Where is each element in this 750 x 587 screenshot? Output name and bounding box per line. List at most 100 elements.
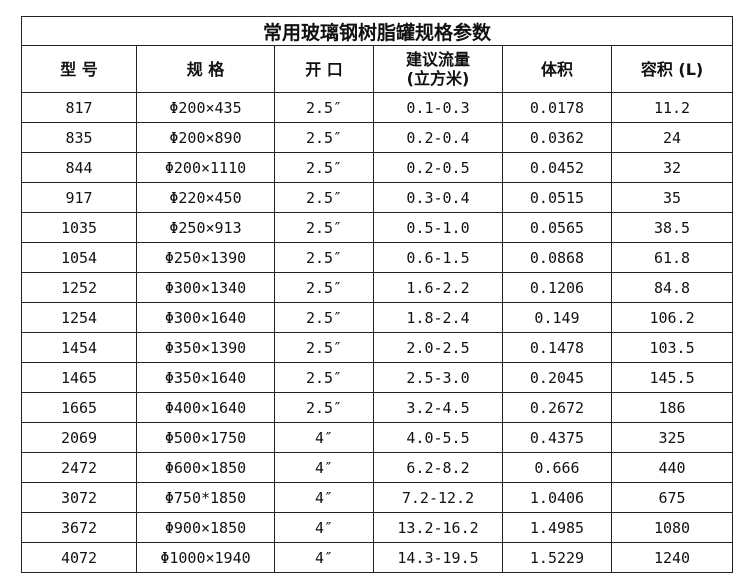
cell-volume: 0.666 [502,452,612,483]
cell-opening: 2.5″ [274,242,374,273]
cell-spec: Φ200×1110 [136,152,275,183]
cell-spec: Φ250×913 [136,212,275,243]
table-row: 1454 Φ350×1390 2.5″ 2.0-2.5 0.1478 103.5 [21,332,734,363]
cell-spec: Φ350×1640 [136,362,275,393]
cell-flow: 0.2-0.4 [373,122,503,153]
table-row: 2472 Φ600×1850 4″ 6.2-8.2 0.666 440 [21,452,734,483]
table-row: 844 Φ200×1110 2.5″ 0.2-0.5 0.0452 32 [21,152,734,183]
cell-opening: 2.5″ [274,362,374,393]
table-row: 4072 Φ1000×1940 4″ 14.3-19.5 1.5229 1240 [21,542,734,573]
cell-model: 917 [21,182,137,213]
header-opening: 开 口 [274,45,374,93]
table-row: 1054 Φ250×1390 2.5″ 0.6-1.5 0.0868 61.8 [21,242,734,273]
cell-flow: 6.2-8.2 [373,452,503,483]
cell-model: 3072 [21,482,137,513]
cell-capacity: 24 [610,122,734,153]
cell-capacity: 1240 [610,542,734,573]
cell-spec: Φ1000×1940 [136,542,275,573]
cell-capacity: 35 [610,182,734,213]
cell-spec: Φ350×1390 [136,332,275,363]
cell-model: 3672 [21,512,137,543]
cell-volume: 1.0406 [502,482,612,513]
header-flow: 建议流量 (立方米) [373,45,503,93]
cell-spec: Φ900×1850 [136,512,275,543]
cell-spec: Φ300×1640 [136,302,275,333]
cell-volume: 1.4985 [502,512,612,543]
cell-flow: 14.3-19.5 [373,542,503,573]
cell-capacity: 61.8 [610,242,734,273]
cell-capacity: 440 [610,452,734,483]
table-row: 835 Φ200×890 2.5″ 0.2-0.4 0.0362 24 [21,122,734,153]
cell-capacity: 675 [610,482,734,513]
cell-model: 1054 [21,242,137,273]
cell-flow: 1.8-2.4 [373,302,503,333]
cell-model: 4072 [21,542,137,573]
cell-opening: 4″ [274,422,374,453]
cell-volume: 0.149 [502,302,612,333]
cell-capacity: 103.5 [610,332,734,363]
cell-volume: 0.0178 [502,92,612,123]
cell-opening: 2.5″ [274,92,374,123]
table-row: 1665 Φ400×1640 2.5″ 3.2-4.5 0.2672 186 [21,392,734,423]
cell-model: 1665 [21,392,137,423]
cell-opening: 2.5″ [274,122,374,153]
cell-spec: Φ250×1390 [136,242,275,273]
header-row: 型 号规 格开 口建议流量 (立方米) 体积 容积 (L) [21,45,734,93]
cell-opening: 4″ [274,482,374,513]
header-capacity: 容积 (L) [610,45,734,93]
cell-capacity: 186 [610,392,734,423]
cell-volume: 0.2672 [502,392,612,423]
cell-flow: 3.2-4.5 [373,392,503,423]
cell-spec: Φ200×435 [136,92,275,123]
cell-capacity: 84.8 [610,272,734,303]
cell-model: 1254 [21,302,137,333]
cell-capacity: 11.2 [610,92,734,123]
cell-opening: 4″ [274,452,374,483]
cell-flow: 7.2-12.2 [373,482,503,513]
cell-model: 1465 [21,362,137,393]
cell-spec: Φ200×890 [136,122,275,153]
table-row: 917 Φ220×450 2.5″ 0.3-0.4 0.0515 35 [21,182,734,213]
cell-volume: 0.4375 [502,422,612,453]
cell-opening: 2.5″ [274,332,374,363]
cell-flow: 2.5-3.0 [373,362,503,393]
cell-flow: 0.3-0.4 [373,182,503,213]
cell-volume: 0.0565 [502,212,612,243]
cell-volume: 0.2045 [502,362,612,393]
header-model: 型 号 [21,45,137,93]
cell-flow: 0.5-1.0 [373,212,503,243]
cell-flow: 0.6-1.5 [373,242,503,273]
cell-model: 1035 [21,212,137,243]
cell-spec: Φ500×1750 [136,422,275,453]
cell-volume: 0.0362 [502,122,612,153]
cell-spec: Φ600×1850 [136,452,275,483]
table-row: 817 Φ200×435 2.5″ 0.1-0.3 0.0178 11.2 [21,92,734,123]
table-body: 817 Φ200×435 2.5″ 0.1-0.3 0.0178 11.2 835 Φ200×… [21,92,734,573]
cell-flow: 13.2-16.2 [373,512,503,543]
cell-opening: 4″ [274,542,374,573]
cell-model: 2069 [21,422,137,453]
cell-volume: 0.0452 [502,152,612,183]
table-row: 1035 Φ250×913 2.5″ 0.5-1.0 0.0565 38.5 [21,212,734,243]
cell-model: 1252 [21,272,137,303]
cell-model: 1454 [21,332,137,363]
header-volume: 体积 [502,45,612,93]
cell-opening: 2.5″ [274,152,374,183]
table-row: 1252 Φ300×1340 2.5″ 1.6-2.2 0.1206 84.8 [21,272,734,303]
cell-opening: 2.5″ [274,212,374,243]
cell-opening: 2.5″ [274,302,374,333]
cell-spec: Φ750*1850 [136,482,275,513]
cell-model: 2472 [21,452,137,483]
cell-capacity: 32 [610,152,734,183]
cell-capacity: 38.5 [610,212,734,243]
cell-flow: 1.6-2.2 [373,272,503,303]
cell-capacity: 325 [610,422,734,453]
cell-capacity: 106.2 [610,302,734,333]
cell-flow: 4.0-5.5 [373,422,503,453]
cell-volume: 1.5229 [502,542,612,573]
cell-model: 817 [21,92,137,123]
cell-volume: 0.0515 [502,182,612,213]
table-row: 1465 Φ350×1640 2.5″ 2.5-3.0 0.2045 145.5 [21,362,734,393]
cell-model: 835 [21,122,137,153]
cell-spec: Φ400×1640 [136,392,275,423]
